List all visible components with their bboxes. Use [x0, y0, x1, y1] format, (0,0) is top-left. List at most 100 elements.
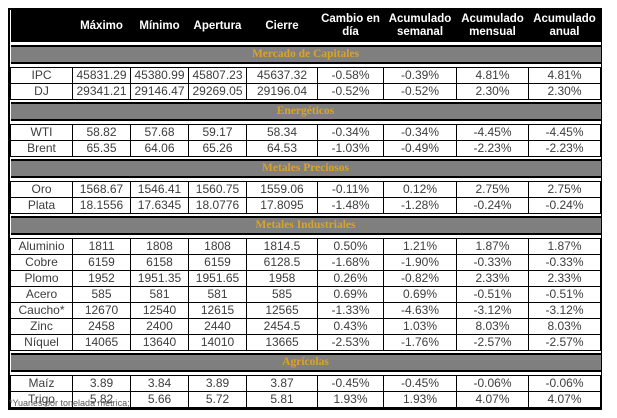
cell: 1952: [72, 270, 131, 287]
cell: 2454.5: [246, 318, 318, 335]
cell: -0.11%: [317, 181, 384, 198]
cell: 1.93%: [317, 391, 384, 408]
cell: 14065: [72, 334, 131, 351]
spacer-row: [10, 63, 601, 68]
row-label: Maíz: [10, 375, 73, 392]
row-label: Zinc: [10, 318, 73, 335]
spacer: [10, 371, 601, 376]
cell: 58.82: [72, 124, 131, 141]
cell: 3.87: [246, 375, 318, 392]
column-header-apertura: Apertura: [188, 10, 247, 42]
cell: 12565: [246, 302, 318, 319]
spacer-row: [10, 120, 601, 125]
cell: -1.33%: [317, 302, 384, 319]
section-header-row: Metales Industriales: [10, 216, 601, 235]
footnote: *Yuanes por tonelada métrica;: [9, 398, 130, 408]
cell: -2.23%: [528, 140, 601, 157]
row-label: Níquel: [10, 334, 73, 351]
cell: -2.57%: [528, 334, 601, 351]
table-body: Mercado de Capitales IPC 45831.29 45380.99 4…: [10, 42, 601, 408]
spacer-row: [10, 99, 601, 103]
cell: -0.34%: [317, 124, 384, 141]
cell: 2.33%: [528, 270, 601, 287]
cell: 3.84: [130, 375, 189, 392]
table-row: Zinc 2458 2400 2440 2454.5 0.43% 1.03% 8.03% 8.0…: [10, 318, 601, 335]
cell: 1808: [188, 238, 247, 255]
cell: 57.68: [130, 124, 189, 141]
row-label: Acero: [10, 286, 73, 303]
cell: 5.66: [130, 391, 189, 408]
cell: -2.57%: [456, 334, 529, 351]
spacer: [10, 177, 601, 182]
cell: -1.28%: [383, 197, 457, 214]
cell: 581: [188, 286, 247, 303]
cell: 1808: [130, 238, 189, 255]
cell: 585: [72, 286, 131, 303]
cell: -0.52%: [317, 83, 384, 100]
cell: -1.03%: [317, 140, 384, 157]
cell: -0.51%: [456, 286, 529, 303]
cell: 585: [246, 286, 318, 303]
cell: 65.35: [72, 140, 131, 157]
section-header-row: Energéticos: [10, 102, 601, 121]
spacer: [10, 99, 601, 103]
cell: 2.30%: [456, 83, 529, 100]
cell: 2458: [72, 318, 131, 335]
table-row: Caucho* 12670 12540 12615 12565 -1.33% -4.63% -…: [10, 302, 601, 319]
column-header-cierre: Cierre: [246, 10, 318, 42]
cell: 5.82: [72, 391, 131, 408]
row-label: DJ: [10, 83, 73, 100]
cell: 6158: [130, 254, 189, 271]
cell: 581: [130, 286, 189, 303]
cell: 5.81: [246, 391, 318, 408]
cell: 2.75%: [456, 181, 529, 198]
cell: -0.24%: [456, 197, 529, 214]
cell: 2.33%: [456, 270, 529, 287]
cell: 45380.99: [130, 67, 189, 84]
cell: -0.34%: [383, 124, 457, 141]
cell: 0.26%: [317, 270, 384, 287]
cell: 5.72: [188, 391, 247, 408]
cell: 29341.21: [72, 83, 131, 100]
row-label: IPC: [10, 67, 73, 84]
spacer: [10, 213, 601, 217]
cell: 45831.29: [72, 67, 131, 84]
cell: -0.45%: [383, 375, 457, 392]
market-table: Máximo Mínimo Apertura Cierre Cambio en …: [10, 10, 601, 408]
cell: 14010: [188, 334, 247, 351]
cell: -0.49%: [383, 140, 457, 157]
cell: 1951.35: [130, 270, 189, 287]
cell: 45807.23: [188, 67, 247, 84]
cell: 0.43%: [317, 318, 384, 335]
cell: -0.33%: [528, 254, 601, 271]
cell: 1.21%: [383, 238, 457, 255]
section-title: Energéticos: [10, 102, 601, 121]
table-row: Níquel 14065 13640 14010 13665 -2.53% -1.76% -2…: [10, 334, 601, 351]
column-header-empty: [10, 10, 73, 42]
cell: 18.0776: [188, 197, 247, 214]
cell: 1958: [246, 270, 318, 287]
table-row: Oro 1568.67 1546.41 1560.75 1559.06 -0.11% 0.1…: [10, 181, 601, 198]
spacer-row: [10, 350, 601, 354]
cell: 1.93%: [383, 391, 457, 408]
market-table-frame: Máximo Mínimo Apertura Cierre Cambio en …: [8, 8, 602, 410]
table-row: IPC 45831.29 45380.99 45807.23 45637.32 -0.58…: [10, 67, 601, 84]
cell: -0.58%: [317, 67, 384, 84]
cell: 0.12%: [383, 181, 457, 198]
cell: 1814.5: [246, 238, 318, 255]
spacer: [10, 120, 601, 125]
cell: 4.07%: [528, 391, 601, 408]
cell: 0.50%: [317, 238, 384, 255]
spacer-row: [10, 42, 601, 46]
cell: 1.87%: [528, 238, 601, 255]
section-title: Agrícolas: [10, 353, 601, 372]
cell: 29269.05: [188, 83, 247, 100]
cell: 12540: [130, 302, 189, 319]
cell: 8.03%: [528, 318, 601, 335]
spacer-row: [10, 371, 601, 376]
cell: 18.1556: [72, 197, 131, 214]
cell: 1546.41: [130, 181, 189, 198]
cell: 65.26: [188, 140, 247, 157]
cell: -2.23%: [456, 140, 529, 157]
